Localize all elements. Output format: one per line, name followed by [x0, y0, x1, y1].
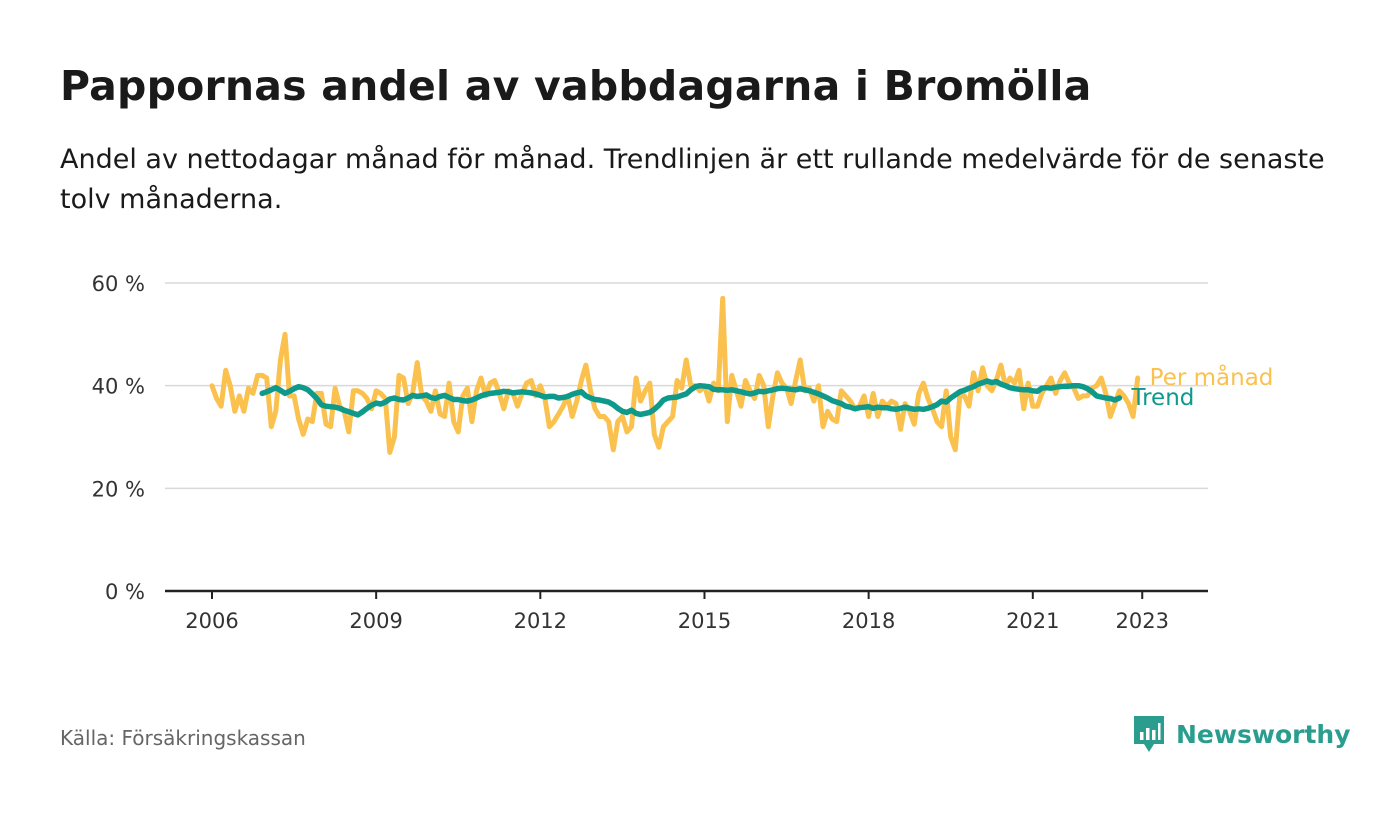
- chart-subtitle: Andel av nettodagar månad för månad. Tre…: [60, 144, 1325, 215]
- source-note: Källa: Försäkringskassan: [60, 726, 306, 750]
- series-lines: [209, 295, 1141, 455]
- y-tick-label: 40 %: [92, 375, 145, 399]
- x-tick-label: 2018: [842, 609, 895, 633]
- series-line-trend: [259, 378, 1123, 418]
- x-tick-label: 2023: [1116, 609, 1169, 633]
- brand-name: Newsworthy: [1176, 719, 1351, 749]
- x-tick-label: 2006: [185, 609, 238, 633]
- series-label-per-manad: Per månad: [1150, 363, 1274, 391]
- y-tick-label: 0 %: [105, 580, 145, 604]
- series-line-per-manad: [209, 295, 1141, 455]
- x-tick-label: 2015: [678, 609, 731, 633]
- newsworthy-logo-icon: [1134, 716, 1164, 752]
- y-axis-ticks: 0 % 20 % 40 % 60 %: [92, 272, 145, 604]
- x-tick-label: 2012: [514, 609, 567, 633]
- y-tick-label: 60 %: [92, 272, 145, 296]
- x-tick-label: 2009: [349, 609, 402, 633]
- y-tick-label: 20 %: [92, 477, 145, 501]
- x-axis: 2006 2009 2012 2015 2018 2021 2023: [165, 589, 1208, 633]
- chart-title: Pappornas andel av vabbdagarna i Bromöll…: [60, 62, 1092, 110]
- series-label-trend: Trend: [1130, 385, 1194, 411]
- brand-logo[interactable]: Newsworthy: [1132, 712, 1351, 756]
- grid-lines: [165, 282, 1208, 490]
- x-tick-label: 2021: [1006, 609, 1059, 633]
